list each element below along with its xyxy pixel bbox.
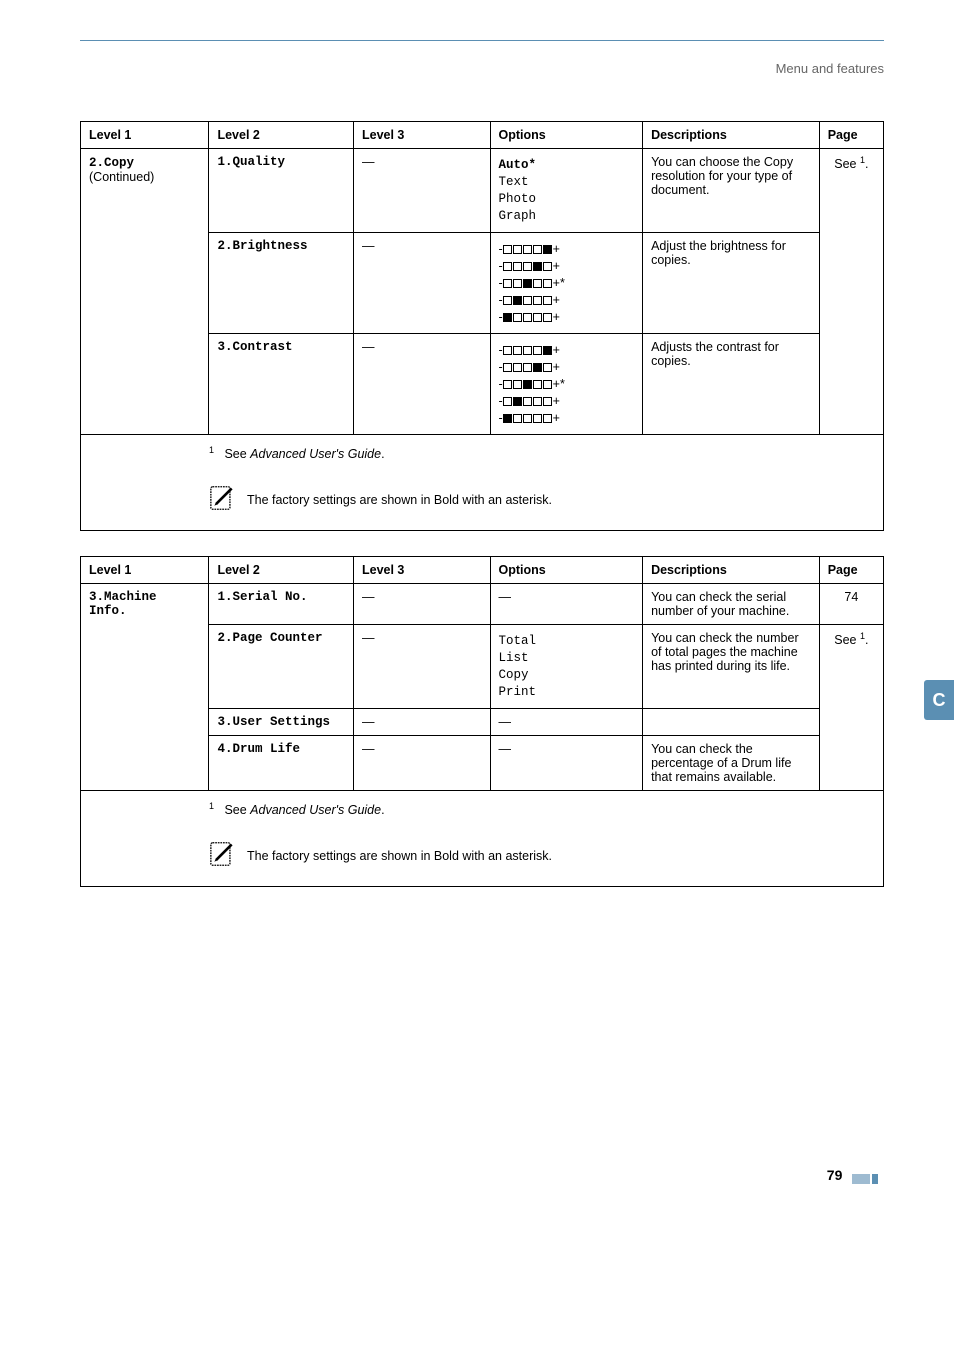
drum-opt: — [490,736,643,791]
opt-text: Text [499,175,635,189]
counter-label: 2.Page Counter [209,625,354,709]
footnote-em: Advanced User's Guide [250,803,381,817]
footnote-em: Advanced User's Guide [250,447,381,461]
footnote-post: . [381,803,384,817]
col-page: Page [819,122,883,149]
table-header-row: Level 1 Level 2 Level 3 Options Descript… [81,122,884,149]
col-options: Options [490,557,643,584]
footnote-row: 1 See Advanced User's Guide. [81,435,884,472]
col-options: Options [490,122,643,149]
footnote-row: 1 See Advanced User's Guide. [81,791,884,828]
table-row: 3.Machine Info. 1.Serial No. — — You can… [81,584,884,625]
note-row: The factory settings are shown in Bold w… [81,827,884,887]
serial-l3: — [354,584,491,625]
user-label: 3.User Settings [209,709,354,736]
drum-label: 4.Drum Life [209,736,354,791]
page-see: See [834,633,860,647]
counter-page: See 1. [819,625,883,791]
brightness-desc: Adjust the brightness for copies. [643,233,820,334]
counter-desc: You can check the number of total pages … [643,625,820,709]
opt-graph: Graph [499,209,635,223]
brightness-label: 2.Brightness [209,233,354,334]
counter-options: Total List Copy Print [490,625,643,709]
contrast-label: 3.Contrast [209,334,354,435]
drum-l3: — [354,736,491,791]
note-row: The factory settings are shown in Bold w… [81,471,884,531]
copy-continued: (Continued) [89,170,154,184]
col-descriptions: Descriptions [643,557,820,584]
opt-list: List [499,651,635,665]
note-text: The factory settings are shown in Bold w… [247,849,552,863]
section-tab: C [924,680,954,720]
opt-total: Total [499,634,635,648]
col-level3: Level 3 [354,557,491,584]
serial-page: 74 [819,584,883,625]
serial-opt: — [490,584,643,625]
drum-desc: You can check the percentage of a Drum l… [643,736,820,791]
contrast-options: -+ -+ -+* -+ -+ [490,334,643,435]
copy-page: See 1. [819,149,883,435]
page-dot: . [865,157,868,171]
footnote-sup: 1 [209,445,214,455]
col-level3: Level 3 [354,122,491,149]
menu-table-machine: Level 1 Level 2 Level 3 Options Descript… [80,556,884,887]
machine-info-label: 3.Machine Info. [81,584,209,791]
brightness-options: -+ -+ -+* -+ -+ [490,233,643,334]
page-dot: . [865,633,868,647]
footer-bar-icon [852,1172,878,1182]
page-see: See [834,157,860,171]
footnote-pre: See [224,803,250,817]
table-row: 2.Copy (Continued) 1.Quality — Auto* Tex… [81,149,884,233]
col-level2: Level 2 [209,122,354,149]
cell-level1: 2.Copy (Continued) [81,149,209,435]
user-l3: — [354,709,491,736]
serial-desc: You can check the serial number of your … [643,584,820,625]
opt-photo: Photo [499,192,635,206]
quality-label: 1.Quality [209,149,354,233]
contrast-l3: — [354,334,491,435]
opt-auto: Auto* [499,158,635,172]
footnote-sup: 1 [209,801,214,811]
brightness-l3: — [354,233,491,334]
col-level1: Level 1 [81,122,209,149]
page-number: 79 [827,1167,843,1183]
col-page: Page [819,557,883,584]
col-descriptions: Descriptions [643,122,820,149]
user-opt: — [490,709,643,736]
footnote-post: . [381,447,384,461]
opt-print: Print [499,685,635,699]
menu-table-copy: Level 1 Level 2 Level 3 Options Descript… [80,121,884,531]
table-header-row: Level 1 Level 2 Level 3 Options Descript… [81,557,884,584]
page-footer: 79 [80,1167,884,1183]
note-text: The factory settings are shown in Bold w… [247,493,552,507]
copy-label: 2.Copy [89,156,134,170]
user-desc [643,709,820,736]
col-level2: Level 2 [209,557,354,584]
quality-desc: You can choose the Copy resolution for y… [643,149,820,233]
contrast-desc: Adjusts the contrast for copies. [643,334,820,435]
quality-l3: — [354,149,491,233]
note-icon [209,485,237,514]
note-icon [209,841,237,870]
header-text: Menu and features [80,61,884,76]
col-level1: Level 1 [81,557,209,584]
quality-options: Auto* Text Photo Graph [490,149,643,233]
counter-l3: — [354,625,491,709]
footnote-pre: See [224,447,250,461]
serial-label: 1.Serial No. [209,584,354,625]
opt-copy: Copy [499,668,635,682]
header-rule [80,40,884,41]
